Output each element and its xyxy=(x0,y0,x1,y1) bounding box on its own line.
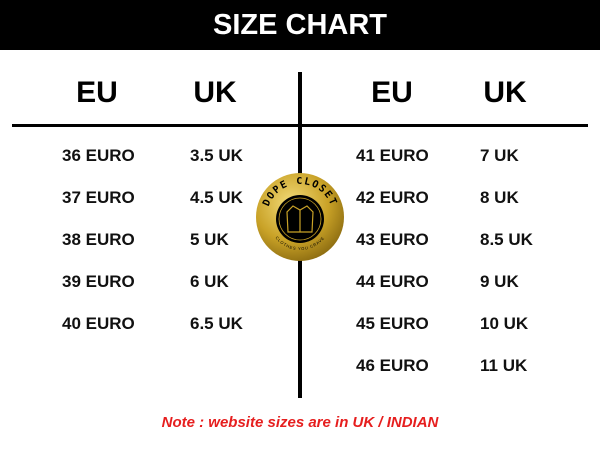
left-uk-size: 4.5 UK xyxy=(190,188,243,207)
left-eu-size: 36 EURO xyxy=(62,146,135,165)
right-uk-size: 10 UK xyxy=(480,314,529,333)
note-text: Note : website sizes are in UK / INDIAN xyxy=(161,414,439,431)
left-eu-size: 37 EURO xyxy=(62,188,135,207)
left-uk-size: 6 UK xyxy=(190,272,229,291)
dope-closet-logo: DOPE CLOSET CLOTHES YOU CRAVE xyxy=(256,173,344,261)
right-eu-size: 42 EURO xyxy=(356,188,429,207)
left-uk-size: 3.5 UK xyxy=(190,146,243,165)
right-uk-size: 9 UK xyxy=(480,272,519,291)
page-title: SIZE CHART xyxy=(0,0,600,50)
left-eu-size: 39 EURO xyxy=(62,272,135,291)
right-uk-size: 8.5 UK xyxy=(480,230,533,249)
right-eu-header: EU xyxy=(371,76,413,109)
right-eu-size: 44 EURO xyxy=(356,272,429,291)
left-uk-size: 5 UK xyxy=(190,230,229,249)
right-eu-size: 43 EURO xyxy=(356,230,429,249)
right-eu-size: 46 EURO xyxy=(356,356,429,375)
shirt-icon xyxy=(286,205,314,233)
right-uk-size: 11 UK xyxy=(480,356,528,375)
right-uk-size: 7 UK xyxy=(480,146,519,165)
left-eu-size: 40 EURO xyxy=(62,314,135,333)
right-uk-header: UK xyxy=(483,76,527,109)
left-uk-header: UK xyxy=(193,76,237,109)
right-eu-size: 45 EURO xyxy=(356,314,429,333)
right-eu-size: 41 EURO xyxy=(356,146,429,165)
left-eu-header: EU xyxy=(76,76,118,109)
right-uk-size: 8 UK xyxy=(480,188,519,207)
left-uk-size: 6.5 UK xyxy=(190,314,243,333)
left-eu-size: 38 EURO xyxy=(62,230,135,249)
